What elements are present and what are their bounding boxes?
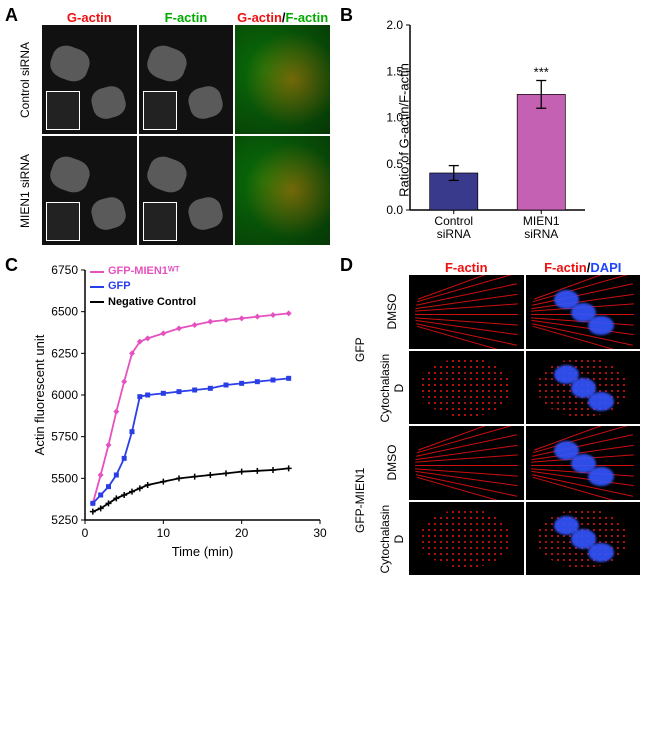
inner-row-label: DMSO bbox=[377, 275, 407, 349]
svg-text:2.0: 2.0 bbox=[386, 18, 403, 32]
micrograph bbox=[526, 502, 641, 576]
panel-d-column-headers: F-actin F-actin/DAPI bbox=[345, 260, 640, 275]
micrograph bbox=[139, 136, 234, 245]
inner-row-label: DMSO bbox=[377, 426, 407, 500]
panel-c-label: C bbox=[5, 255, 18, 276]
col-header-f-actin: F-actin bbox=[409, 260, 524, 275]
micrograph bbox=[409, 275, 524, 349]
svg-text:6500: 6500 bbox=[51, 305, 78, 319]
col-header-merge: F-actin/DAPI bbox=[526, 260, 641, 275]
micrograph-merge bbox=[235, 136, 330, 245]
micrograph bbox=[139, 25, 234, 134]
svg-text:20: 20 bbox=[235, 526, 249, 540]
panel-d-label: D bbox=[340, 255, 353, 276]
micrograph bbox=[409, 502, 524, 576]
svg-text:MIEN1: MIEN1 bbox=[523, 214, 560, 228]
outer-row-label: GFP-MIEN1 bbox=[345, 426, 375, 575]
svg-text:0: 0 bbox=[82, 526, 89, 540]
micrograph bbox=[409, 426, 524, 500]
micrograph bbox=[42, 25, 137, 134]
col-header-g-actin: G-actin bbox=[42, 10, 137, 25]
micrograph bbox=[526, 426, 641, 500]
svg-text:siRNA: siRNA bbox=[524, 227, 558, 241]
panel-a-label: A bbox=[5, 5, 18, 26]
svg-text:6000: 6000 bbox=[51, 388, 78, 402]
svg-text:***: *** bbox=[534, 65, 549, 80]
col-header-merge: G-actin/F-actin bbox=[235, 10, 330, 25]
panel-a-column-headers: G-actin F-actin G-actin/F-actin bbox=[10, 10, 330, 25]
y-axis-label: Ratio of G-actin/F-actin bbox=[396, 63, 411, 197]
col-header-f-actin: F-actin bbox=[139, 10, 234, 25]
bar-chart: Ratio of G-actin/F-actin 0.00.51.01.52.0… bbox=[375, 10, 595, 250]
inner-row-label: Cytochalasin D bbox=[377, 502, 407, 576]
svg-text:Actin fluorescent unit: Actin fluorescent unit bbox=[32, 334, 47, 455]
svg-text:5750: 5750 bbox=[51, 430, 78, 444]
panel-b-label: B bbox=[340, 5, 353, 26]
row-label-mien1: MIEN1 siRNA bbox=[10, 136, 40, 245]
panel-d-microscopy-grid: GFPDMSOCytochalasin DGFP-MIEN1DMSOCytoch… bbox=[345, 275, 640, 575]
panel-a: A G-actin F-actin G-actin/F-actin Contro… bbox=[10, 10, 330, 250]
svg-text:Time (min): Time (min) bbox=[172, 544, 234, 559]
svg-text:6250: 6250 bbox=[51, 346, 78, 360]
chart-legend: GFP-MIEN1ᵂᵀGFPNegative Control bbox=[90, 264, 196, 310]
outer-row-label: GFP bbox=[345, 275, 375, 424]
micrograph bbox=[526, 275, 641, 349]
svg-text:0.0: 0.0 bbox=[386, 203, 403, 217]
micrograph bbox=[526, 351, 641, 425]
micrograph-merge bbox=[235, 25, 330, 134]
panel-d: D F-actin F-actin/DAPI GFPDMSOCytochalas… bbox=[345, 260, 640, 575]
svg-text:siRNA: siRNA bbox=[437, 227, 471, 241]
inner-row-label: Cytochalasin D bbox=[377, 351, 407, 425]
row-label-control: Control siRNA bbox=[10, 25, 40, 134]
svg-text:5250: 5250 bbox=[51, 513, 78, 527]
svg-text:10: 10 bbox=[157, 526, 171, 540]
panel-b: B Ratio of G-actin/F-actin 0.00.51.01.52… bbox=[345, 10, 640, 250]
micrograph bbox=[409, 351, 524, 425]
micrograph bbox=[42, 136, 137, 245]
svg-text:30: 30 bbox=[313, 526, 327, 540]
panel-a-microscopy-grid: Control siRNA MIEN1 siRNA bbox=[10, 25, 330, 245]
panel-c: C 52505500575060006250650067500102030Tim… bbox=[10, 260, 330, 575]
svg-text:Control: Control bbox=[434, 214, 473, 228]
line-chart: 5250 5500 5750 6000 6250 6500 6750 0 10 20 30 Time … bbox=[30, 260, 330, 560]
svg-text:6750: 6750 bbox=[51, 263, 78, 277]
svg-text:5500: 5500 bbox=[51, 471, 78, 485]
